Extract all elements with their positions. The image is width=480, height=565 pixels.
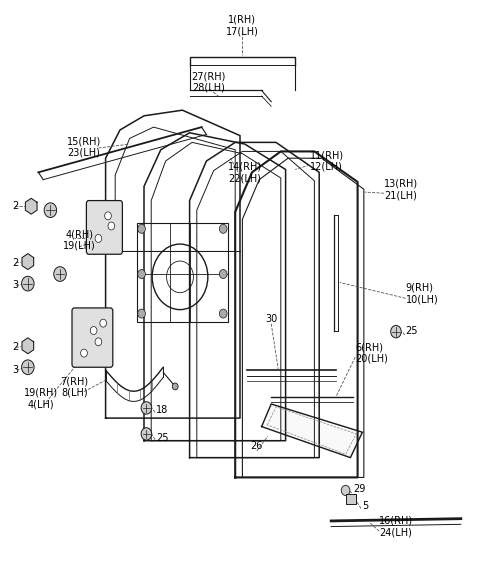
Circle shape: [219, 224, 227, 233]
Text: 26: 26: [251, 441, 263, 451]
Text: 25: 25: [156, 433, 168, 443]
Circle shape: [100, 319, 107, 327]
Circle shape: [172, 383, 178, 390]
Text: 2: 2: [12, 201, 18, 211]
Text: 27(RH)
28(LH): 27(RH) 28(LH): [192, 71, 226, 93]
Text: 25: 25: [406, 325, 418, 336]
Circle shape: [44, 203, 57, 218]
Text: 3: 3: [55, 269, 61, 279]
FancyBboxPatch shape: [86, 201, 122, 254]
Text: 19(RH)
4(LH): 19(RH) 4(LH): [24, 388, 58, 409]
Circle shape: [219, 309, 227, 318]
FancyBboxPatch shape: [72, 308, 113, 367]
Text: 11(RH)
12(LH): 11(RH) 12(LH): [310, 150, 344, 172]
Circle shape: [54, 267, 66, 281]
Text: 3: 3: [12, 365, 18, 375]
Polygon shape: [262, 404, 362, 458]
Circle shape: [108, 222, 115, 230]
Circle shape: [141, 428, 152, 440]
Text: 16(RH)
24(LH): 16(RH) 24(LH): [379, 516, 413, 537]
Circle shape: [391, 325, 401, 338]
Text: 29: 29: [353, 484, 365, 494]
Polygon shape: [25, 198, 37, 214]
Text: 4(RH)
19(LH): 4(RH) 19(LH): [63, 229, 96, 251]
Text: 30: 30: [265, 314, 277, 324]
Text: 6(RH)
20(LH): 6(RH) 20(LH): [355, 342, 388, 364]
Circle shape: [81, 349, 87, 357]
Circle shape: [219, 270, 227, 279]
Circle shape: [95, 338, 102, 346]
Circle shape: [138, 224, 145, 233]
Polygon shape: [22, 338, 34, 354]
Text: 9(RH)
10(LH): 9(RH) 10(LH): [406, 283, 438, 305]
Circle shape: [138, 270, 145, 279]
Circle shape: [90, 327, 97, 334]
Text: 2: 2: [12, 342, 18, 353]
Text: 1(RH)
17(LH): 1(RH) 17(LH): [226, 15, 259, 36]
Circle shape: [95, 234, 102, 242]
Bar: [346, 494, 356, 504]
Bar: [137, 223, 228, 322]
Text: 3: 3: [46, 207, 52, 217]
Text: 7(RH)
8(LH): 7(RH) 8(LH): [60, 376, 88, 398]
Text: 13(RH)
21(LH): 13(RH) 21(LH): [384, 179, 418, 200]
Circle shape: [341, 485, 350, 496]
Text: 14(RH)
22(LH): 14(RH) 22(LH): [228, 162, 262, 183]
Circle shape: [141, 402, 152, 414]
Text: 2: 2: [12, 258, 18, 268]
Text: 3: 3: [12, 280, 18, 290]
Text: 18: 18: [156, 405, 168, 415]
Text: 5: 5: [362, 501, 369, 511]
Circle shape: [138, 309, 145, 318]
Circle shape: [105, 212, 111, 220]
Text: 15(RH)
23(LH): 15(RH) 23(LH): [67, 136, 101, 158]
Polygon shape: [22, 254, 34, 270]
Circle shape: [22, 276, 34, 291]
Circle shape: [22, 360, 34, 375]
